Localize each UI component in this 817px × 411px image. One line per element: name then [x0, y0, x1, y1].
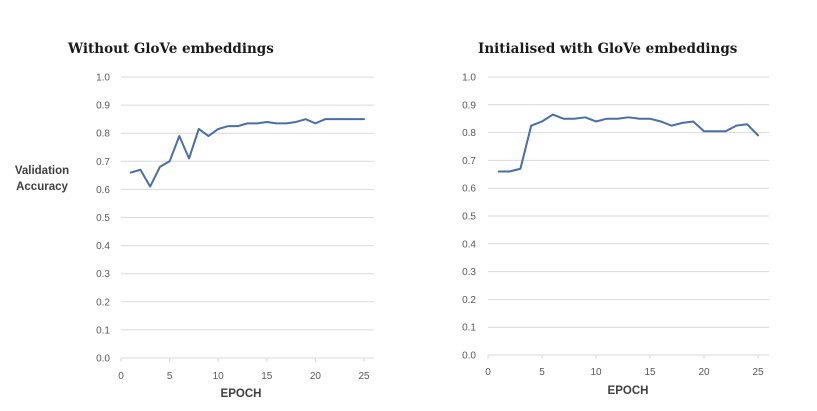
chart-right-grid — [488, 76, 769, 356]
chart-left-y-ticks: 0.0 0.1 0.2 0.3 0.4 0.5 0.6 0.7 0.8 0.9 1.0 — [96, 73, 110, 365]
y-tick-label: 0.5 — [462, 212, 476, 223]
chart-left-y-axis-label-line1: Validation — [15, 165, 69, 177]
y-tick-label: 0.1 — [96, 325, 110, 336]
y-tick-label: 0.2 — [96, 297, 110, 308]
y-tick-label: 1.0 — [462, 73, 476, 84]
y-tick-label: 0.7 — [96, 157, 110, 168]
y-tick-label: 0.3 — [96, 269, 110, 280]
chart-right-x-ticks: 0 5 10 15 20 25 — [485, 355, 764, 378]
y-tick-label: 1.0 — [96, 73, 110, 84]
chart-left-x-axis-label: EPOCH — [221, 388, 262, 400]
y-tick-label: 0.2 — [462, 295, 476, 306]
x-tick-label: 0 — [485, 367, 491, 378]
x-tick-label: 10 — [213, 371, 225, 382]
x-tick-label: 15 — [644, 367, 656, 378]
x-tick-label: 25 — [752, 367, 764, 378]
y-tick-label: 0.6 — [96, 185, 110, 196]
chart-left: Without GloVe embeddings Validation Accu… — [15, 41, 374, 400]
x-tick-label: 20 — [310, 371, 322, 382]
x-tick-label: 20 — [698, 367, 710, 378]
chart-right-x-axis-label: EPOCH — [608, 385, 649, 397]
y-tick-label: 0.4 — [462, 239, 476, 250]
chart-left-x-ticks: 0 5 10 15 20 25 — [118, 358, 370, 382]
y-tick-label: 0.9 — [96, 101, 110, 112]
x-tick-label: 10 — [590, 367, 602, 378]
chart-left-title: Without GloVe embeddings — [67, 41, 274, 57]
y-tick-label: 0.8 — [96, 129, 110, 140]
x-tick-label: 25 — [358, 371, 370, 382]
chart-right: Initialised with GloVe embeddings EPOCH … — [462, 41, 769, 397]
y-tick-label: 0.5 — [96, 213, 110, 224]
y-tick-label: 0.3 — [462, 267, 476, 278]
chart-left-y-axis-label-line2: Accuracy — [16, 181, 68, 193]
y-tick-label: 0.7 — [462, 156, 476, 167]
chart-right-series-line — [497, 113, 759, 173]
y-tick-label: 0.0 — [462, 351, 476, 362]
y-tick-label: 0.0 — [96, 354, 110, 365]
y-tick-label: 0.1 — [462, 323, 476, 334]
chart-right-y-ticks: 0.0 0.1 0.2 0.3 0.4 0.5 0.6 0.7 0.8 0.9 1.0 — [462, 73, 476, 362]
chart-left-grid — [121, 76, 374, 359]
y-tick-label: 0.8 — [462, 128, 476, 139]
y-tick-label: 0.4 — [96, 241, 110, 252]
x-tick-label: 0 — [118, 371, 124, 382]
y-tick-label: 0.9 — [462, 100, 476, 111]
x-tick-label: 15 — [261, 371, 273, 382]
chart-left-series-line — [129, 118, 365, 188]
chart-right-title: Initialised with GloVe embeddings — [478, 41, 738, 57]
y-tick-label: 0.6 — [462, 184, 476, 195]
x-tick-label: 5 — [167, 371, 173, 382]
x-tick-label: 5 — [539, 367, 545, 378]
